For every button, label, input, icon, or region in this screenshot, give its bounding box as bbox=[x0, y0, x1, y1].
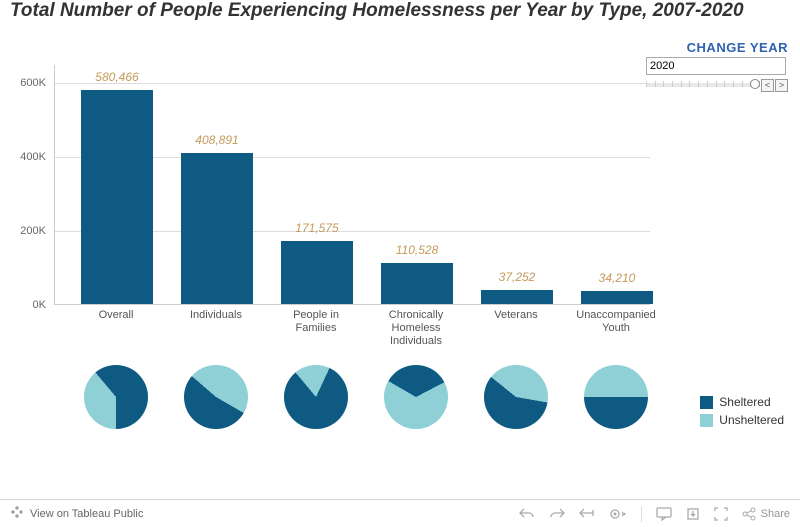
legend-label: Unsheltered bbox=[719, 413, 784, 427]
pie-chart bbox=[184, 365, 248, 429]
gridline bbox=[55, 83, 650, 84]
bar bbox=[181, 153, 253, 304]
chart-title: Total Number of People Experiencing Home… bbox=[0, 0, 800, 38]
x-label: People inFamilies bbox=[268, 309, 364, 335]
bar-value-label: 580,466 bbox=[95, 70, 138, 84]
fullscreen-button[interactable] bbox=[714, 507, 728, 521]
bar-value-label: 171,575 bbox=[295, 221, 338, 235]
bar bbox=[481, 290, 553, 304]
bar-value-label: 408,891 bbox=[195, 133, 238, 147]
x-label: Individuals bbox=[168, 309, 264, 322]
undo-button[interactable] bbox=[519, 507, 535, 521]
legend-item: Unsheltered bbox=[700, 413, 784, 427]
pie-chart bbox=[384, 365, 448, 429]
bar bbox=[581, 291, 653, 304]
pie-chart bbox=[84, 365, 148, 429]
x-label: Overall bbox=[68, 309, 164, 322]
y-tick: 600K bbox=[20, 77, 46, 89]
legend-swatch bbox=[700, 396, 713, 409]
year-input[interactable] bbox=[646, 57, 786, 75]
pie-row bbox=[54, 365, 650, 445]
view-on-tableau-button[interactable]: View on Tableau Public bbox=[10, 505, 143, 522]
share-button[interactable]: Share bbox=[742, 507, 790, 521]
toolbar: View on Tableau Public Share bbox=[0, 499, 800, 527]
bar bbox=[81, 90, 153, 304]
tableau-icon bbox=[10, 505, 24, 522]
prev-year-button[interactable]: < bbox=[761, 79, 774, 92]
legend-swatch bbox=[700, 414, 713, 427]
y-tick: 200K bbox=[20, 225, 46, 237]
share-label: Share bbox=[761, 508, 790, 520]
x-label: Veterans bbox=[468, 309, 564, 322]
bar-value-label: 110,528 bbox=[396, 243, 439, 257]
y-tick: 400K bbox=[20, 151, 46, 163]
y-tick: 0K bbox=[33, 299, 46, 311]
pie-chart bbox=[484, 365, 548, 429]
pie-chart bbox=[584, 365, 648, 429]
legend: Sheltered Unsheltered bbox=[700, 395, 784, 431]
bar-value-label: 34,210 bbox=[599, 271, 636, 285]
comment-button[interactable] bbox=[656, 507, 672, 521]
bar-value-label: 37,252 bbox=[499, 270, 536, 284]
year-controls: CHANGE YEAR < > bbox=[646, 40, 788, 92]
plot-area: 580,466 408,891 171,575 110,528 37,252 34,210 bbox=[54, 65, 650, 305]
redo-button[interactable] bbox=[549, 507, 565, 521]
y-axis: 0K200K400K600K bbox=[10, 65, 50, 305]
legend-label: Sheltered bbox=[719, 395, 770, 409]
divider bbox=[641, 506, 642, 522]
change-year-label: CHANGE YEAR bbox=[646, 40, 788, 55]
reset-button[interactable] bbox=[579, 507, 595, 521]
bar bbox=[381, 263, 453, 304]
bar bbox=[281, 241, 353, 304]
bar-chart: 0K 200K 400K 600K 580,466 408,891 171,575 110,… bbox=[10, 65, 650, 350]
view-label: View on Tableau Public bbox=[30, 508, 143, 520]
settings-dropdown[interactable] bbox=[609, 507, 627, 521]
x-label: ChronicallyHomelessIndividuals bbox=[368, 309, 464, 348]
year-slider[interactable] bbox=[646, 83, 760, 87]
slider-thumb[interactable] bbox=[750, 79, 760, 89]
next-year-button[interactable]: > bbox=[775, 79, 788, 92]
download-button[interactable] bbox=[686, 507, 700, 521]
pie-chart bbox=[284, 365, 348, 429]
legend-item: Sheltered bbox=[700, 395, 784, 409]
x-label: UnaccompaniedYouth bbox=[568, 309, 664, 335]
